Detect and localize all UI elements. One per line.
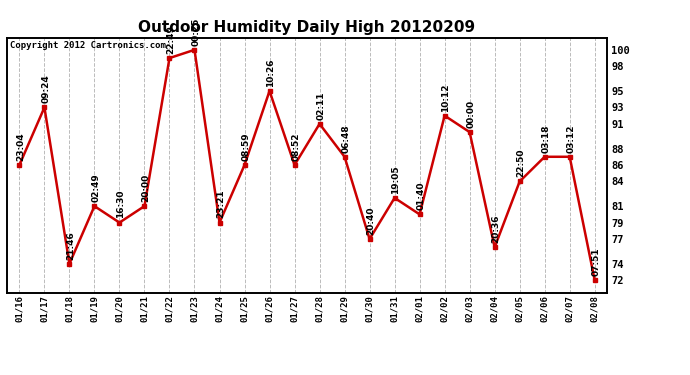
Text: 03:12: 03:12 <box>566 124 575 153</box>
Text: 02:49: 02:49 <box>91 173 100 202</box>
Text: 20:40: 20:40 <box>366 206 375 235</box>
Text: 22:49: 22:49 <box>166 25 175 54</box>
Text: 21:46: 21:46 <box>66 231 75 260</box>
Text: 01:40: 01:40 <box>416 182 425 210</box>
Text: 20:00: 20:00 <box>141 174 150 202</box>
Text: Copyright 2012 Cartronics.com: Copyright 2012 Cartronics.com <box>10 41 166 50</box>
Text: 22:50: 22:50 <box>516 149 525 177</box>
Title: Outdoor Humidity Daily High 20120209: Outdoor Humidity Daily High 20120209 <box>139 20 475 35</box>
Text: 08:52: 08:52 <box>291 132 300 161</box>
Text: 08:59: 08:59 <box>241 132 250 161</box>
Text: 03:18: 03:18 <box>542 124 551 153</box>
Text: 10:26: 10:26 <box>266 58 275 87</box>
Text: 00:25: 00:25 <box>191 17 200 46</box>
Text: 06:48: 06:48 <box>342 124 351 153</box>
Text: 00:00: 00:00 <box>466 100 475 128</box>
Text: 19:05: 19:05 <box>391 165 400 194</box>
Text: 07:51: 07:51 <box>591 248 600 276</box>
Text: 23:04: 23:04 <box>16 132 25 161</box>
Text: 20:36: 20:36 <box>491 214 500 243</box>
Text: 02:11: 02:11 <box>316 91 325 120</box>
Text: 09:24: 09:24 <box>41 75 50 103</box>
Text: 23:21: 23:21 <box>216 190 225 219</box>
Text: 10:12: 10:12 <box>442 83 451 111</box>
Text: 16:30: 16:30 <box>116 190 125 219</box>
